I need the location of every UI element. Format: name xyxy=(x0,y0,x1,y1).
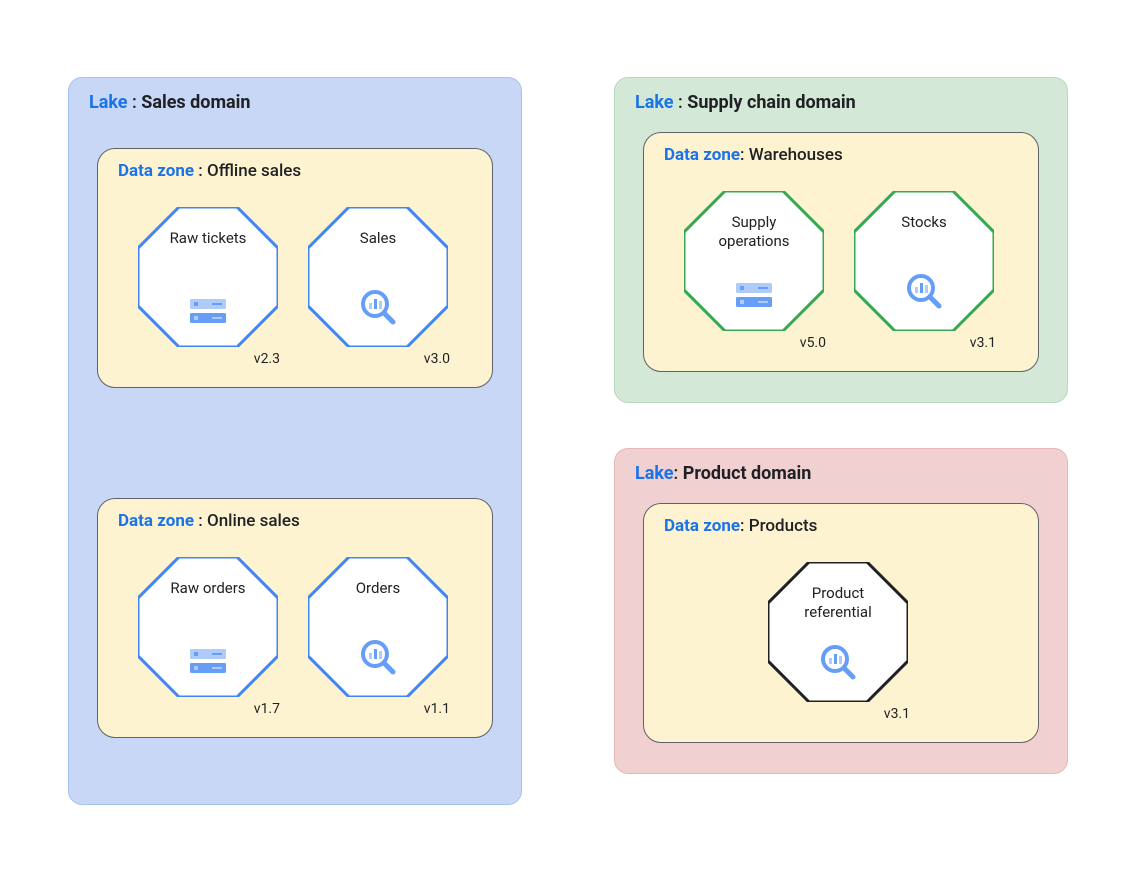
zone-title: Data zone : Offline sales xyxy=(118,161,301,181)
lake-prefix: Lake xyxy=(89,92,128,113)
zone-warehouses: Data zone: Warehouses Supply operations … xyxy=(643,132,1039,372)
asset-version: v1.1 xyxy=(424,701,450,717)
asset-label: Supply operations xyxy=(684,213,824,251)
asset-label: Orders xyxy=(308,579,448,598)
zone-sep: : xyxy=(740,145,749,165)
asset-octagon: Product referential v3.1 xyxy=(768,562,908,702)
zone-sep: : xyxy=(740,516,749,536)
asset-label: Stocks xyxy=(854,213,994,232)
zone-offline-sales: Data zone : Offline sales Raw tickets v2… xyxy=(97,148,493,388)
asset-label: Raw tickets xyxy=(138,229,278,248)
asset-supply-operations: Supply operations v5.0 xyxy=(684,191,824,331)
asset-octagon: Raw orders v1.7 xyxy=(138,557,278,697)
server-icon xyxy=(734,281,774,309)
lake-sep: : xyxy=(674,463,683,484)
lake-title: Lake: Product domain xyxy=(635,463,811,484)
asset-label: Sales xyxy=(308,229,448,248)
lake-name: Supply chain domain xyxy=(687,92,856,113)
zone-name: Offline sales xyxy=(207,161,301,181)
asset-version: v1.7 xyxy=(254,701,280,717)
server-icon xyxy=(188,647,228,675)
asset-stocks: Stocks v3.1 xyxy=(854,191,994,331)
query-icon xyxy=(904,279,944,309)
asset-octagon: Sales v3.0 xyxy=(308,207,448,347)
asset-octagon: Orders v1.1 xyxy=(308,557,448,697)
query-icon xyxy=(358,645,398,675)
diagram-canvas: Lake : Sales domain Data zone : Offline s… xyxy=(0,0,1128,880)
asset-version: v3.1 xyxy=(970,335,996,351)
asset-octagon: Raw tickets v2.3 xyxy=(138,207,278,347)
query-icon xyxy=(906,273,942,309)
lake-product: Lake: Product domain Data zone: Products … xyxy=(614,448,1068,774)
asset-octagon: Stocks v3.1 xyxy=(854,191,994,331)
zone-name: Warehouses xyxy=(749,145,843,165)
zone-prefix: Data zone xyxy=(118,161,194,181)
asset-product-referential: Product referential v3.1 xyxy=(768,562,908,702)
lake-prefix: Lake xyxy=(635,463,674,484)
zone-title: Data zone: Warehouses xyxy=(664,145,843,165)
asset-version: v2.3 xyxy=(254,351,280,367)
lake-name: Product domain xyxy=(683,463,812,484)
asset-version: v3.0 xyxy=(424,351,450,367)
lake-sep: : xyxy=(128,92,142,113)
server-icon xyxy=(188,295,228,325)
asset-raw-orders: Raw orders v1.7 xyxy=(138,557,278,697)
zone-prefix: Data zone xyxy=(118,511,194,531)
server-icon xyxy=(188,297,228,325)
lake-name: Sales domain xyxy=(141,92,250,113)
lake-title: Lake : Sales domain xyxy=(89,92,251,113)
asset-label: Raw orders xyxy=(138,579,278,598)
lake-prefix: Lake xyxy=(635,92,674,113)
query-icon xyxy=(820,644,856,680)
zone-prefix: Data zone xyxy=(664,516,740,536)
zone-prefix: Data zone xyxy=(664,145,740,165)
lake-sep: : xyxy=(674,92,688,113)
zone-title: Data zone: Products xyxy=(664,516,817,536)
lake-title: Lake : Supply chain domain xyxy=(635,92,856,113)
asset-octagon: Supply operations v5.0 xyxy=(684,191,824,331)
lake-sales: Lake : Sales domain Data zone : Offline s… xyxy=(68,77,522,805)
zone-name: Online sales xyxy=(207,511,300,531)
asset-sales: Sales v3.0 xyxy=(308,207,448,347)
asset-label: Product referential xyxy=(768,584,908,622)
asset-raw-tickets: Raw tickets v2.3 xyxy=(138,207,278,347)
query-icon xyxy=(358,295,398,325)
query-icon xyxy=(360,639,396,675)
asset-version: v3.1 xyxy=(884,706,910,722)
query-icon xyxy=(818,650,858,680)
zone-online-sales: Data zone : Online sales Raw orders v1.7… xyxy=(97,498,493,738)
zone-products: Data zone: Products Product referential … xyxy=(643,503,1039,743)
asset-orders: Orders v1.1 xyxy=(308,557,448,697)
zone-title: Data zone : Online sales xyxy=(118,511,300,531)
zone-sep: : xyxy=(194,161,207,181)
server-icon xyxy=(734,279,774,309)
server-icon xyxy=(188,645,228,675)
zone-sep: : xyxy=(194,511,207,531)
query-icon xyxy=(360,289,396,325)
zone-name: Products xyxy=(749,516,818,536)
lake-supply-chain: Lake : Supply chain domain Data zone: War… xyxy=(614,77,1068,403)
asset-version: v5.0 xyxy=(800,335,826,351)
